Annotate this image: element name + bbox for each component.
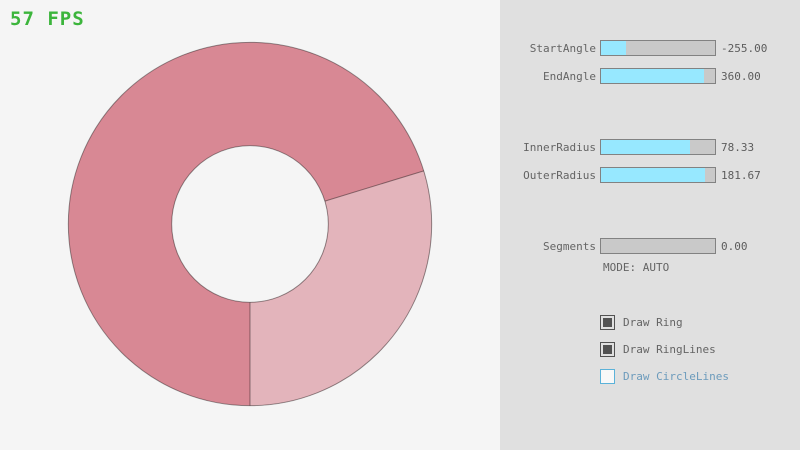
startangle-label: StartAngle xyxy=(529,41,596,55)
innerradius-slider-fill xyxy=(601,140,691,154)
canvas-area: 57 FPS xyxy=(10,8,433,407)
mode-text: MODE: AUTO xyxy=(603,261,670,274)
ring-outer-outline xyxy=(67,41,433,407)
segments-value: 0.00 xyxy=(721,239,748,253)
outerradius-slider[interactable] xyxy=(600,167,716,183)
draw-ring-label: Draw Ring xyxy=(623,316,683,329)
draw-ring-checkbox[interactable] xyxy=(600,315,615,330)
innerradius-value: 78.33 xyxy=(721,140,755,154)
ring-inner-outline xyxy=(171,145,329,303)
checkbox-check-mark xyxy=(603,345,612,354)
endangle-slider-fill xyxy=(601,69,704,83)
draw-ringlines-checkbox[interactable] xyxy=(600,342,615,357)
endangle-value: 360.00 xyxy=(721,69,761,83)
draw-circlelines-checkbox[interactable] xyxy=(600,369,615,384)
endangle-slider[interactable] xyxy=(600,68,716,84)
slider-row-outerradius: OuterRadius 181.67 xyxy=(500,167,800,183)
slider-row-segments: Segments 0.00 xyxy=(500,238,800,254)
checkbox-check-mark xyxy=(603,372,612,381)
segments-label: Segments xyxy=(543,239,596,253)
startangle-slider-fill xyxy=(601,41,626,55)
slider-row-innerradius: InnerRadius 78.33 xyxy=(500,139,800,155)
checkbox-row-draw-ring: Draw Ring xyxy=(600,315,683,330)
checkbox-check-mark xyxy=(603,318,612,327)
ring-svg xyxy=(67,41,433,407)
segments-slider[interactable] xyxy=(600,238,716,254)
controls-panel: StartAngle -255.00 EndAngle 360.00 Inner… xyxy=(500,0,800,450)
ring-light-sector xyxy=(250,170,432,406)
outerradius-slider-fill xyxy=(601,168,705,182)
startangle-slider[interactable] xyxy=(600,40,716,56)
endangle-label: EndAngle xyxy=(543,69,596,83)
outerradius-value: 181.67 xyxy=(721,168,761,182)
innerradius-slider[interactable] xyxy=(600,139,716,155)
startangle-value: -255.00 xyxy=(721,41,768,55)
outerradius-label: OuterRadius xyxy=(523,168,596,182)
ring-radial-line-start xyxy=(324,170,424,202)
slider-row-endangle: EndAngle 360.00 xyxy=(500,68,800,84)
draw-ringlines-label: Draw RingLines xyxy=(623,343,716,356)
slider-row-startangle: StartAngle -255.00 xyxy=(500,40,800,56)
fps-counter: 57 FPS xyxy=(10,8,85,30)
checkbox-row-draw-ringlines: Draw RingLines xyxy=(600,342,716,357)
draw-circlelines-label: Draw CircleLines xyxy=(623,370,729,383)
checkbox-row-draw-circlelines: Draw CircleLines xyxy=(600,369,729,384)
innerradius-label: InnerRadius xyxy=(523,140,596,154)
